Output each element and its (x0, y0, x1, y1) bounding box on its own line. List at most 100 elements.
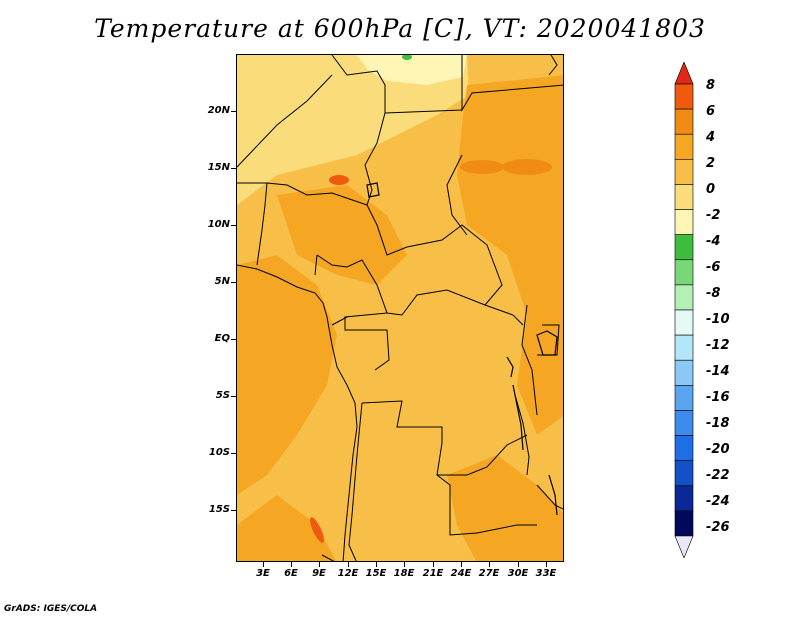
lon-tick (489, 562, 490, 567)
field-hotspot-nigeria (329, 175, 349, 185)
colorbar-top-arrow (674, 62, 694, 85)
lon-label: 15E (365, 568, 387, 579)
lon-label: 24E (450, 568, 472, 579)
colorbar-label: 4 (706, 130, 716, 145)
colorbar-label: 6 (706, 104, 716, 119)
colorbar-segment (674, 460, 694, 487)
lat-tick (231, 510, 236, 511)
colorbar-label: 8 (706, 78, 716, 93)
colorbar-segment (674, 385, 694, 411)
lakes (366, 182, 558, 516)
lake-tanganyika (512, 384, 524, 451)
lon-tick (263, 562, 264, 567)
lake-malawi (548, 474, 558, 516)
lon-label: 6E (284, 568, 298, 579)
lat-label: 5S (215, 390, 230, 401)
lon-tick (404, 562, 405, 567)
field-hotspot-sahel-east (460, 160, 504, 174)
field-hotspot-sahel-east-2 (502, 159, 552, 175)
lake-congo (506, 356, 514, 378)
colorbar-label: -10 (706, 312, 730, 327)
field-region-cool-north (237, 55, 469, 205)
lat-label: EQ (214, 333, 230, 344)
colorbar-segment (674, 184, 694, 210)
map-canvas (237, 55, 563, 561)
colorbar-label: 0 (706, 182, 716, 197)
lat-label: 10N (207, 219, 230, 230)
colorbar (674, 62, 694, 558)
lon-tick (461, 562, 462, 567)
colorbar-label: -14 (706, 364, 730, 379)
lon-tick (518, 562, 519, 567)
lat-tick (231, 396, 236, 397)
lon-label: 33E (535, 568, 557, 579)
colorbar-label: -24 (706, 494, 730, 509)
colorbar-segment (674, 108, 694, 135)
colorbar-segment (674, 334, 694, 361)
colorbar-label: 2 (706, 156, 716, 171)
field-region-warm-west (237, 255, 337, 495)
colorbar-segment (674, 359, 694, 386)
colorbar-label: -2 (706, 208, 721, 223)
colorbar-label: -22 (706, 468, 730, 483)
colorbar-segment (674, 209, 694, 235)
field-hotspot-south (310, 517, 324, 543)
field-region-warm-south (237, 495, 336, 561)
colorbar-segment (674, 485, 694, 512)
colorbar-label: -26 (706, 520, 730, 535)
colorbar-label: -20 (706, 442, 730, 457)
colorbar-segment (674, 234, 694, 261)
colorbar-segment (674, 159, 694, 185)
lon-tick (291, 562, 292, 567)
colorbar-segment (674, 410, 694, 436)
lake-chad (366, 182, 380, 198)
lon-tick (546, 562, 547, 567)
lat-label: 15S (208, 504, 230, 515)
lat-tick (231, 168, 236, 169)
colorbar-label: -4 (706, 234, 721, 249)
colorbar-segment (674, 510, 694, 537)
lon-tick (433, 562, 434, 567)
lon-tick (319, 562, 320, 567)
field-green-spot (402, 55, 412, 60)
colorbar-label: -18 (706, 416, 730, 431)
lat-tick (231, 111, 236, 112)
lat-tick (231, 225, 236, 226)
grads-credit: GrADS: IGES/COLA (4, 604, 98, 614)
colorbar-segment (674, 284, 694, 311)
lon-label: 12E (337, 568, 359, 579)
lat-tick (231, 282, 236, 283)
lon-label: 18E (393, 568, 415, 579)
colorbar-segment (674, 83, 694, 110)
lon-label: 21E (422, 568, 444, 579)
lat-label: 15N (207, 162, 230, 173)
field-region-warm-southeast (447, 455, 563, 561)
lon-label: 27E (478, 568, 500, 579)
lon-label: 3E (256, 568, 270, 579)
lat-tick (231, 339, 236, 340)
colorbar-segment (674, 259, 694, 286)
colorbar-label: -16 (706, 390, 730, 405)
colorbar-label: -8 (706, 286, 721, 301)
lon-tick (376, 562, 377, 567)
country-borders (237, 55, 563, 561)
lat-label: 20N (207, 105, 230, 116)
coastline (237, 264, 358, 561)
lake-victoria (536, 330, 558, 356)
colorbar-label: -12 (706, 338, 730, 353)
field-region-cool-far-north (357, 55, 467, 85)
lon-label: 30E (507, 568, 529, 579)
temperature-map (236, 54, 564, 562)
lat-label: 5N (214, 276, 230, 287)
lon-label: 9E (312, 568, 326, 579)
colorbar-bottom-arrow (674, 535, 694, 558)
lat-tick (231, 453, 236, 454)
chart-title: Temperature at 600hPa [C], VT: 202004180… (94, 14, 706, 43)
colorbar-segment (674, 309, 694, 336)
colorbar-segment (674, 435, 694, 461)
field-region-warm-central (277, 185, 407, 285)
lon-tick (348, 562, 349, 567)
lat-label: 10S (208, 447, 230, 458)
colorbar-label: -6 (706, 260, 721, 275)
colorbar-segment (674, 133, 694, 160)
